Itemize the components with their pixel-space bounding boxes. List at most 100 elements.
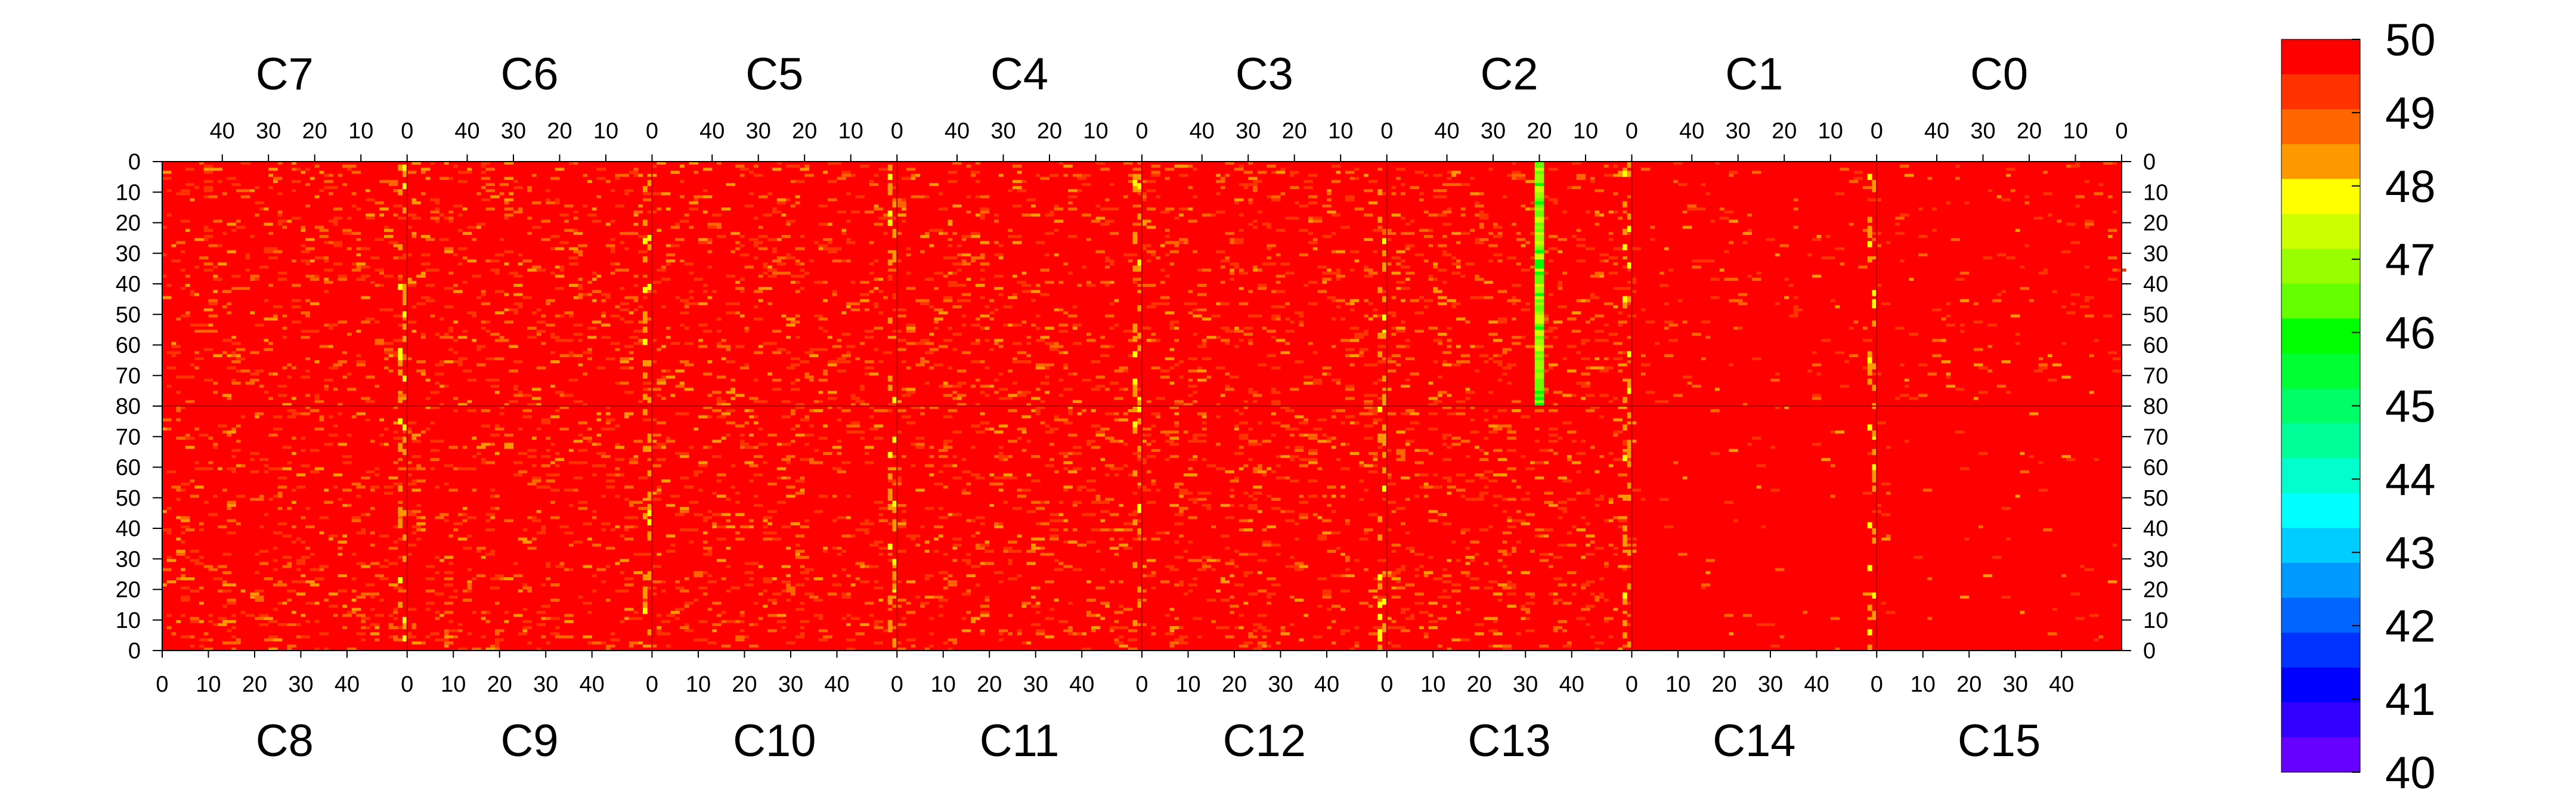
heatmap-pixel — [1460, 182, 1466, 186]
heatmap-pixel — [329, 605, 338, 608]
heatmap-pixel — [1294, 445, 1304, 449]
heatmap-pixel — [994, 571, 1004, 574]
heatmap-pixel — [1364, 274, 1373, 278]
heatmap-pixel — [1414, 329, 1424, 333]
heatmap-pixel — [1169, 431, 1179, 434]
heatmap-pixel — [698, 464, 708, 467]
heatmap-pixel — [1401, 231, 1410, 235]
heatmap-pixel — [772, 537, 782, 541]
heatmap-pixel — [1521, 571, 1530, 574]
heatmap-pixel — [786, 583, 791, 587]
heatmap-pixel — [680, 382, 685, 385]
heatmap-pixel — [411, 198, 417, 202]
heatmap-pixel — [887, 409, 893, 413]
heatmap-pixel — [522, 259, 532, 263]
heatmap-pixel — [578, 244, 587, 247]
heatmap-pixel — [1169, 348, 1175, 351]
heatmap-pixel — [1105, 497, 1114, 501]
heatmap-pixel — [1285, 409, 1295, 413]
heatmap-pixel — [795, 583, 805, 587]
heatmap-pixel — [1345, 198, 1355, 202]
heatmap-pixel — [213, 494, 218, 498]
heatmap-pixel — [458, 171, 463, 174]
heatmap-pixel — [952, 171, 958, 174]
heatmap-pixel — [1253, 179, 1262, 183]
heatmap-pixel — [1488, 580, 1498, 584]
heatmap-pixel — [421, 192, 426, 196]
heatmap-pixel — [194, 467, 204, 470]
heatmap-pixel — [1442, 574, 1452, 577]
heatmap-pixel — [1488, 431, 1494, 434]
heatmap-pixel — [1299, 320, 1304, 324]
heatmap-pixel — [268, 372, 274, 376]
heatmap-pixel — [998, 488, 1004, 492]
heatmap-pixel — [518, 632, 528, 636]
heatmap-pixel — [550, 516, 560, 519]
heatmap-pixel — [351, 608, 361, 611]
heatmap-pixel — [1516, 238, 1526, 242]
heatmap-pixel — [1040, 336, 1049, 339]
heatmap-pixel — [1202, 562, 1207, 565]
heatmap-pixel — [319, 235, 329, 239]
heatmap-pixel — [786, 598, 791, 602]
heatmap-pixel — [1054, 470, 1059, 473]
heatmap-pixel — [1072, 326, 1078, 330]
heatmap-pixel — [462, 280, 467, 284]
heatmap-pixel — [1156, 531, 1165, 535]
heatmap-pixel — [444, 360, 454, 364]
heatmap-pixel — [264, 207, 269, 210]
heatmap-pixel — [255, 213, 259, 217]
heatmap-pixel — [1456, 265, 1461, 269]
heatmap-pixel — [1174, 241, 1179, 244]
heatmap-pixel — [1045, 375, 1050, 379]
heatmap-pixel — [268, 317, 278, 321]
heatmap-pixel — [342, 455, 352, 459]
heatmap-pixel — [301, 574, 306, 577]
heatmap-pixel — [1165, 274, 1170, 278]
heatmap-pixel — [1428, 412, 1438, 416]
heatmap-pixel — [1312, 378, 1323, 382]
heatmap-pixel — [522, 626, 532, 630]
heatmap-pixel — [578, 339, 583, 342]
heatmap-pixel — [194, 357, 204, 361]
heatmap-pixel — [712, 213, 722, 217]
heatmap-pixel — [194, 238, 204, 242]
heatmap-pixel — [786, 165, 791, 168]
heatmap-pixel — [1211, 568, 1216, 571]
heatmap-pixel — [1206, 336, 1216, 339]
heatmap-pixel — [1475, 241, 1479, 244]
heatmap-pixel — [920, 412, 925, 416]
heatmap-pixel — [1243, 326, 1253, 330]
heatmap-pixel — [1479, 354, 1489, 357]
heatmap-pixel — [1308, 448, 1318, 452]
heatmap-pixel — [550, 351, 555, 354]
heatmap-pixel — [305, 247, 315, 250]
heatmap-pixel — [624, 415, 629, 419]
heatmap-pixel — [1539, 559, 1549, 562]
heatmap-pixel — [1349, 647, 1355, 651]
heatmap-pixel — [513, 186, 523, 190]
heatmap-pixel — [971, 445, 976, 449]
heatmap-pixel — [439, 516, 444, 519]
heatmap-pixel — [726, 348, 731, 351]
heatmap-pixel — [1308, 231, 1313, 235]
heatmap-pixel — [804, 165, 810, 168]
heatmap-pixel — [1243, 171, 1253, 174]
heatmap-pixel — [698, 345, 708, 348]
heatmap-pixel — [1017, 171, 1022, 174]
heatmap-pixel — [1275, 553, 1281, 556]
heatmap-pixel — [476, 222, 486, 226]
heatmap-pixel — [763, 342, 772, 345]
heatmap-pixel — [1576, 174, 1586, 177]
heatmap-pixel — [1165, 311, 1175, 315]
heatmap-pixel — [1364, 436, 1373, 440]
heatmap-pixel — [1456, 317, 1466, 321]
heatmap-pixel — [892, 605, 897, 608]
heatmap-pixel — [739, 366, 750, 370]
heatmap-pixel — [1040, 382, 1049, 385]
heatmap-pixel — [1253, 225, 1258, 229]
heatmap-pixel — [1336, 458, 1341, 462]
heatmap-pixel — [1396, 329, 1405, 333]
heatmap-pixel — [1091, 424, 1101, 428]
heatmap-pixel — [984, 305, 990, 308]
